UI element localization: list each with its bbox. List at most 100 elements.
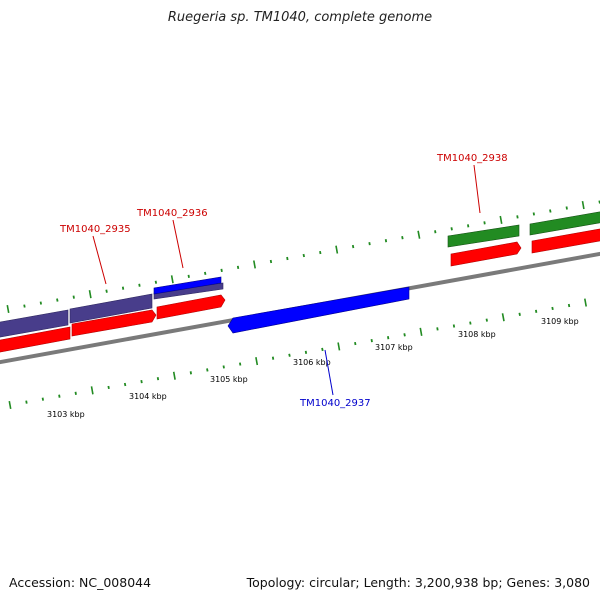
minor-tick xyxy=(304,350,308,354)
gene-label-text: TM1040_2936 xyxy=(136,208,208,219)
major-tick xyxy=(88,290,92,299)
minor-tick xyxy=(286,256,289,261)
minor-tick xyxy=(387,336,390,340)
minor-tick xyxy=(189,371,192,375)
major-tick xyxy=(253,260,256,269)
rna-feature[interactable] xyxy=(447,224,520,248)
minor-tick xyxy=(23,304,26,308)
minor-tick xyxy=(206,368,209,372)
reverse-cds-feature[interactable] xyxy=(156,294,226,320)
minor-tick xyxy=(187,274,190,278)
minor-tick xyxy=(239,362,242,366)
accession-text: Accession: NC_008044 xyxy=(9,575,152,590)
gene-label-tm1040-2935[interactable]: TM1040_2935 xyxy=(59,224,131,285)
minor-tick xyxy=(549,209,552,213)
major-tick xyxy=(255,357,259,366)
minor-tick xyxy=(222,365,225,369)
major-tick xyxy=(419,327,423,336)
major-tick xyxy=(417,230,421,239)
minor-tick xyxy=(551,306,554,311)
major-tick xyxy=(335,245,339,254)
minor-tick xyxy=(140,379,143,384)
major-tick xyxy=(170,275,174,284)
minor-tick xyxy=(39,301,42,305)
gene-label-text: TM1040_2935 xyxy=(59,224,131,235)
major-tick xyxy=(90,386,94,395)
minor-tick xyxy=(121,286,125,290)
major-tick xyxy=(172,371,176,380)
minor-tick xyxy=(123,382,127,387)
minor-tick xyxy=(204,271,207,275)
minor-tick xyxy=(107,385,110,390)
minor-tick xyxy=(384,239,388,243)
minor-tick xyxy=(370,338,373,343)
minor-tick xyxy=(469,321,472,325)
minor-tick xyxy=(271,356,275,360)
tick-label: 3105 kbp xyxy=(210,375,248,384)
tick-labels: 3103 kbp 3104 kbp 3105 kbp 3106 kbp 3107… xyxy=(47,317,579,419)
minor-tick xyxy=(321,347,324,352)
major-tick xyxy=(501,313,505,322)
minor-tick xyxy=(354,341,357,346)
gene-label-tm1040-2937[interactable]: TM1040_2937 xyxy=(299,349,371,409)
leader-line xyxy=(172,219,184,269)
minor-tick xyxy=(450,227,453,231)
minor-tick xyxy=(156,377,160,381)
tick-label: 3104 kbp xyxy=(129,392,167,401)
minor-tick xyxy=(368,242,371,246)
genome-summary-text: Topology: circular; Length: 3,200,938 bp… xyxy=(246,575,590,590)
minor-tick xyxy=(565,206,568,210)
tick-label: 3107 kbp xyxy=(375,343,413,352)
minor-tick xyxy=(436,327,439,331)
minor-tick xyxy=(351,244,355,249)
minor-tick xyxy=(434,230,437,234)
overlap-feature[interactable] xyxy=(0,309,69,338)
minor-tick xyxy=(269,259,273,264)
minor-tick xyxy=(403,333,406,337)
minor-tick xyxy=(154,280,158,284)
outer-tick-track xyxy=(6,200,600,314)
minor-tick xyxy=(72,295,75,299)
minor-tick xyxy=(58,394,61,398)
forward-cds-feature[interactable] xyxy=(153,276,222,295)
gene-label-tm1040-2936[interactable]: TM1040_2936 xyxy=(136,208,208,269)
reverse-cds-feature[interactable] xyxy=(450,241,522,267)
minor-tick xyxy=(485,318,488,322)
minor-tick xyxy=(452,324,456,328)
minor-tick xyxy=(288,353,291,357)
minor-tick xyxy=(220,268,223,273)
reverse-cds-feature[interactable] xyxy=(531,228,600,254)
minor-tick xyxy=(518,312,521,316)
gene-label-text: TM1040_2937 xyxy=(299,398,371,409)
leader-line xyxy=(92,235,107,285)
tick-label: 3108 kbp xyxy=(458,330,496,339)
tick-label: 3109 kbp xyxy=(541,317,579,326)
minor-tick xyxy=(532,212,535,216)
tick-label: 3106 kbp xyxy=(293,358,331,367)
minor-tick xyxy=(56,298,59,302)
gene-label-text: TM1040_2938 xyxy=(436,153,508,164)
major-tick xyxy=(8,400,12,410)
minor-tick xyxy=(319,250,322,255)
minor-tick xyxy=(401,236,404,240)
major-tick xyxy=(499,215,503,224)
major-tick xyxy=(584,298,587,307)
rna-feature[interactable] xyxy=(529,211,600,236)
major-tick xyxy=(6,304,10,314)
overlap-feature[interactable] xyxy=(69,293,153,324)
minor-tick xyxy=(105,289,108,293)
major-tick xyxy=(581,200,585,210)
reverse-cds-feature[interactable] xyxy=(71,309,157,337)
reverse-cds-feature[interactable] xyxy=(0,326,71,353)
minor-tick xyxy=(483,221,486,225)
minor-tick xyxy=(302,253,305,258)
minor-tick xyxy=(138,283,141,287)
minor-tick xyxy=(236,265,240,270)
minor-tick xyxy=(535,309,538,313)
gene-label-tm1040-2938[interactable]: TM1040_2938 xyxy=(436,153,508,214)
inner-tick-track xyxy=(8,298,587,410)
map-title: Ruegeria sp. TM1040, complete genome xyxy=(167,10,433,25)
forward-cds-feature[interactable] xyxy=(227,286,410,334)
minor-tick xyxy=(25,400,28,404)
